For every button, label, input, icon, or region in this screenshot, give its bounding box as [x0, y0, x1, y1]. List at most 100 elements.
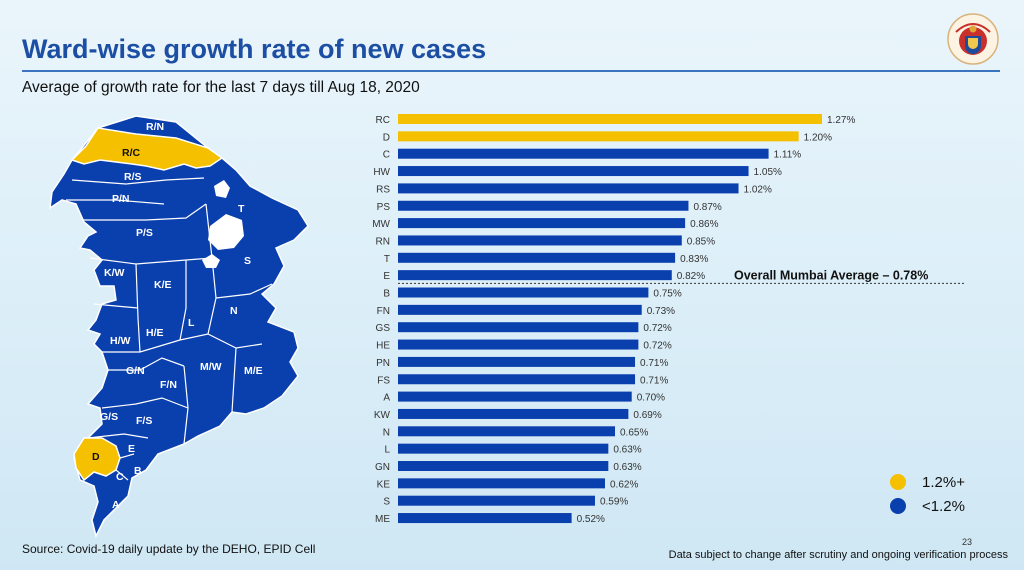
- bar-rs: [398, 183, 739, 194]
- category-label: HE: [376, 341, 390, 352]
- category-label: GN: [375, 462, 390, 473]
- value-label: 1.20%: [804, 132, 832, 143]
- ward-map: R/N R/C R/S P/N P/S T S K/W K/E L N H/E …: [49, 115, 309, 539]
- bar-fs: [398, 374, 636, 385]
- source-note: Source: Covid-19 daily update by the DEH…: [22, 542, 316, 556]
- category-label: C: [383, 150, 390, 161]
- value-label: 0.83%: [680, 254, 708, 265]
- category-label: RS: [376, 184, 390, 195]
- category-label: MW: [372, 219, 390, 230]
- chart-legend: 1.2%+ <1.2%: [890, 470, 1000, 520]
- legend-item-high: 1.2%+: [890, 470, 1000, 494]
- map-label: E: [128, 443, 135, 455]
- value-label: 1.27%: [827, 115, 855, 126]
- map-lake-1: [214, 180, 230, 198]
- value-label: 1.05%: [754, 167, 782, 178]
- category-label: KE: [377, 479, 391, 490]
- map-label: R/S: [124, 171, 142, 183]
- value-label: 1.11%: [774, 150, 802, 161]
- map-label: R/C: [122, 147, 141, 159]
- category-label: KW: [374, 410, 391, 421]
- category-label: RN: [376, 236, 390, 247]
- map-label: M/W: [200, 361, 222, 373]
- value-label: 0.63%: [613, 462, 641, 473]
- value-label: 0.86%: [690, 219, 718, 230]
- category-label: L: [384, 445, 390, 456]
- legend-dot-low: [890, 498, 906, 514]
- page-number: 23: [962, 537, 973, 547]
- value-label: 0.71%: [640, 358, 668, 369]
- map-label: D: [92, 451, 100, 463]
- growth-rate-bar-chart: RC 1.27% D 1.20% C 1.11% HW 1.05% RS 1.02% PS 0.87%…: [372, 114, 964, 525]
- value-label: 0.72%: [643, 323, 671, 334]
- bar-pn: [398, 356, 636, 367]
- bar-c: [398, 148, 769, 159]
- category-label: E: [383, 271, 390, 282]
- category-label: ME: [375, 514, 390, 525]
- category-label: FS: [377, 375, 390, 386]
- map-label: F/N: [160, 379, 177, 391]
- value-label: 0.72%: [643, 341, 671, 352]
- bar-d: [398, 131, 799, 142]
- map-label: H/W: [110, 335, 131, 347]
- bar-b: [398, 287, 649, 298]
- map-label: C: [116, 471, 124, 483]
- bar-kw: [398, 408, 629, 419]
- category-label: A: [383, 393, 390, 404]
- map-label: K/W: [104, 267, 125, 279]
- legend-label-high: 1.2%+: [922, 473, 965, 491]
- map-label: K/E: [154, 279, 172, 291]
- bar-ke: [398, 478, 605, 489]
- value-label: 0.63%: [613, 445, 641, 456]
- value-label: 0.71%: [640, 375, 668, 386]
- map-label: P/S: [136, 227, 153, 239]
- bar-n: [398, 426, 616, 437]
- bar-hw: [398, 166, 749, 177]
- value-label: 0.73%: [647, 306, 675, 317]
- bar-fn: [398, 304, 642, 315]
- value-label: 0.75%: [653, 289, 681, 300]
- value-label: 1.02%: [744, 184, 772, 195]
- bar-gs: [398, 322, 639, 333]
- map-label: P/N: [112, 193, 130, 205]
- value-label: 0.85%: [687, 236, 715, 247]
- bar-rc: [398, 114, 822, 124]
- map-label: M/E: [244, 365, 263, 377]
- map-label: B: [134, 465, 142, 477]
- category-label: D: [383, 132, 390, 143]
- value-label: 0.82%: [677, 271, 705, 282]
- page-title: Ward-wise growth rate of new cases: [22, 34, 487, 64]
- map-label: T: [238, 203, 245, 215]
- bar-s: [398, 495, 595, 506]
- map-labels: R/N R/C R/S P/N P/S T S K/W K/E L N H/E …: [92, 121, 263, 511]
- map-label: H/E: [146, 327, 164, 339]
- legend-item-low: <1.2%: [890, 494, 1000, 518]
- map-lake-2: [208, 214, 244, 250]
- bar-e: [398, 270, 672, 281]
- map-label: G/S: [100, 411, 118, 423]
- value-label: 0.65%: [620, 427, 648, 438]
- title-divider: [22, 70, 1000, 72]
- map-label: G/N: [126, 365, 145, 377]
- category-label: S: [383, 497, 390, 508]
- map-label: A: [112, 499, 120, 511]
- map-ward-d: [73, 437, 121, 482]
- bar-ps: [398, 200, 689, 211]
- map-label: N: [230, 305, 238, 317]
- legend-label-low: <1.2%: [922, 497, 965, 515]
- bar-a: [398, 391, 632, 402]
- map-label: S: [244, 255, 251, 267]
- value-label: 0.59%: [600, 497, 628, 508]
- category-label: B: [383, 289, 390, 300]
- category-label: FN: [377, 306, 390, 317]
- page-subtitle: Average of growth rate for the last 7 da…: [22, 79, 420, 96]
- bar-l: [398, 443, 609, 454]
- municipal-emblem-icon: [947, 13, 999, 65]
- value-label: 0.69%: [633, 410, 661, 421]
- map-ward-boundaries: [66, 177, 273, 481]
- bar-he: [398, 339, 639, 350]
- category-label: PS: [377, 202, 391, 213]
- bar-gn: [398, 461, 609, 471]
- average-reference-label: Overall Mumbai Average – 0.78%: [734, 268, 928, 282]
- value-label: 0.62%: [610, 479, 638, 490]
